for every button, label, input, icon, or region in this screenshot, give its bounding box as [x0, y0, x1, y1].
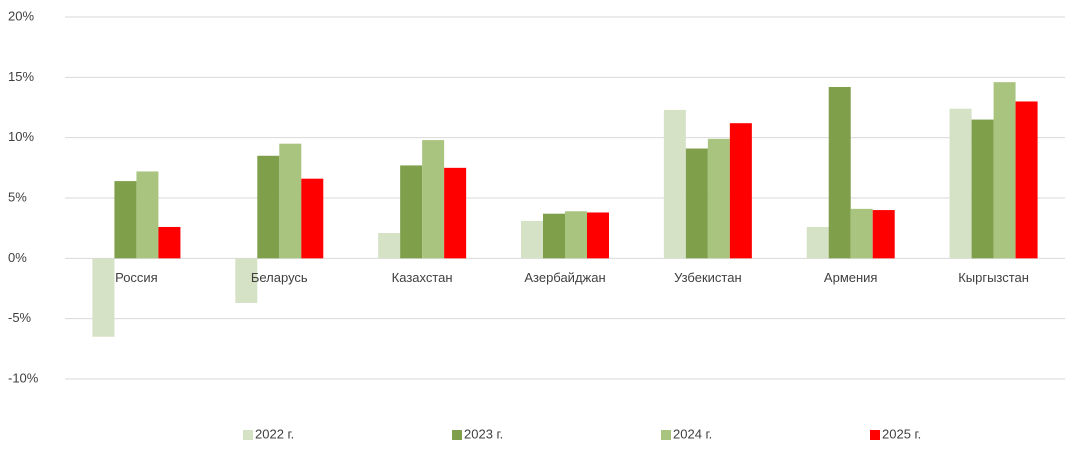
bar: [663, 109, 686, 259]
x-tick-label: Россия: [115, 270, 158, 285]
bar: [378, 232, 401, 259]
y-tick-label: -5%: [8, 310, 32, 325]
legend-label: 2024 г.: [673, 426, 712, 441]
x-tick-label: Узбекистан: [674, 270, 742, 285]
bar: [565, 211, 587, 259]
bar: [114, 181, 137, 259]
bar: [92, 258, 115, 337]
bar: [136, 171, 159, 259]
y-tick-label: 10%: [8, 129, 34, 144]
bar: [872, 210, 895, 259]
bar: [444, 167, 467, 259]
bar: [828, 86, 851, 259]
bar: [422, 140, 445, 259]
x-tick-label: Беларусь: [251, 270, 308, 285]
y-tick-label: 20%: [8, 8, 34, 23]
y-tick-label: -10%: [8, 370, 39, 385]
legend-label: 2023 г.: [464, 426, 503, 441]
bar: [400, 165, 423, 259]
bar: [521, 220, 543, 259]
bar: [806, 226, 829, 259]
bar: [235, 258, 258, 303]
bar: [301, 178, 324, 259]
bar: [993, 82, 1016, 259]
x-tick-label: Азербайджан: [524, 270, 605, 285]
bar: [1015, 101, 1038, 259]
bar: [707, 138, 730, 259]
bar: [850, 208, 873, 259]
y-tick-label: 15%: [8, 69, 34, 84]
y-tick-label: 5%: [8, 189, 27, 204]
y-tick-label: 0%: [8, 250, 27, 265]
bar: [279, 143, 302, 259]
legend-swatch: [661, 430, 671, 440]
legend-swatch: [243, 430, 253, 440]
x-tick-label: Армения: [824, 270, 878, 285]
legend-label: 2022 г.: [255, 426, 294, 441]
bar: [158, 226, 181, 259]
x-tick-label: Казахстан: [392, 270, 453, 285]
bar: [971, 119, 994, 259]
bar: [685, 148, 708, 259]
x-tick-label: Кыргызстан: [958, 270, 1029, 285]
legend-swatch: [870, 430, 880, 440]
bar: [543, 213, 565, 259]
legend-swatch: [452, 430, 462, 440]
bar: [729, 123, 752, 259]
legend-label: 2025 г.: [882, 426, 921, 441]
bar: [949, 108, 972, 259]
bar: [257, 155, 280, 259]
bar: [587, 212, 609, 259]
